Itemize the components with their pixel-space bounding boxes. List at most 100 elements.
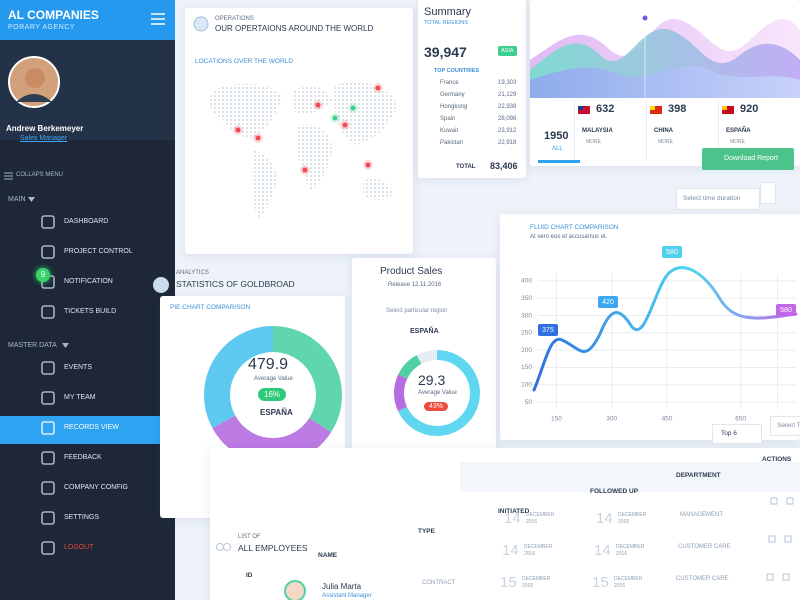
date-year: 2016 [526,519,538,525]
pie-change: 16% [258,388,287,401]
employee-avatar [284,580,306,600]
menu-item[interactable]: LOGOUT [64,544,94,551]
time-select[interactable]: Select time duration [676,188,760,210]
all-tab[interactable]: ALL [552,146,563,152]
fluid-chart-card: FLUID CHART COMPARISON At vero eos et acc… [500,214,800,440]
menu-icon [41,451,55,465]
menu-icon [41,215,55,229]
column-header[interactable]: FOLLOWED UP [590,488,639,495]
person [216,543,224,551]
country-name: MALAYSIA [582,128,613,134]
map-marker [350,105,356,111]
column-header[interactable]: DEPARTMENT [676,472,721,479]
icon [766,573,774,581]
column-header[interactable]: INITIATED [498,508,530,515]
menu-active-bg [0,416,175,444]
map-marker [332,115,338,121]
icon-shape [41,451,55,465]
menu-item[interactable]: EVENTS [64,364,93,371]
area-chart [530,0,800,98]
menu-item[interactable]: MY TEAM [64,394,96,401]
menu-item[interactable]: RECORDS VIEW [64,424,119,431]
line-chart: 4003503002502001501005015030045065075037… [521,246,798,423]
icon-shape [41,541,55,555]
summary-subtitle: TOTAL REGIONS [424,20,468,26]
menu-item[interactable]: DASHBOARD [64,218,109,225]
analytics-kicker: ANALYTICS [176,270,209,276]
group-arrow [28,197,35,202]
country-value: 398 [668,103,687,115]
arrow [62,343,69,348]
time-select-caret [760,182,776,204]
country-value: 920 [740,103,759,115]
product-title: Product Sales [380,266,443,277]
flag-bg [722,106,734,114]
menu-icon [41,361,55,375]
icon-shape [41,215,55,229]
download-button[interactable]: Download Report [702,148,794,170]
flag-detail [578,106,583,110]
map-marker [255,135,261,141]
collapse-icon [4,172,13,180]
filter-caret [762,416,766,417]
y-tick-label: 50 [525,399,533,406]
divider [718,100,719,160]
icon-shape [41,421,55,435]
column-header[interactable]: ID [246,572,253,579]
x-tick-label: 450 [662,416,673,423]
menu-item[interactable]: FEEDBACK [64,454,102,461]
date-year: 2016 [614,583,626,589]
country-name: Germany [440,92,465,98]
date-day: 14 [502,542,519,559]
x-tick-label: 150 [551,416,562,423]
pie-title: PIE CHART COMPARISON [170,304,251,311]
menu-item[interactable]: COMPANY CONFIG [64,484,128,491]
country-value: 19,303 [498,80,517,86]
menu-group-title: MASTER DATA [8,342,57,349]
type-select[interactable]: Select Te [770,416,800,436]
date-year: 2016 [524,551,536,557]
column-header[interactable]: ACTIONS [762,456,792,463]
menu-item[interactable]: NOTIFICATION [64,278,113,285]
more-link[interactable]: MORE [586,139,601,145]
world-map [209,82,398,220]
overview-card: 1950 ALL 632 MALAYSIA MORE 398 CHINA MORE 920 ESP… [530,0,800,166]
country-value: 22,918 [498,140,517,146]
menu-item[interactable]: SETTINGS [64,514,100,521]
menu-group-title: MAIN [8,196,26,203]
employee-type: CONTRACT [422,580,456,586]
sales-donut [394,350,480,436]
team-icon [216,543,231,551]
region-select[interactable]: Select particular region [386,308,448,314]
donut-segment [204,326,342,464]
group-arrow [62,343,69,348]
point-label: 420 [602,299,614,306]
employee-role: Assistant Manager [322,593,372,599]
pie-value: 479.9 [248,356,289,373]
globe [193,16,209,32]
menu-icon [41,245,55,259]
globe-icon [193,16,209,32]
menu-item[interactable]: TICKETS BUILD [64,308,117,315]
list-title: ALL EMPLOYEES [238,543,308,553]
sales-change: 43% [424,402,449,411]
collapse-menu[interactable]: COLLAPS MENU [16,172,64,178]
more-link[interactable]: MORE [730,139,745,145]
menu-icon [41,421,55,435]
tab-underline [538,160,580,163]
avatar-head [25,68,45,88]
point-label-bg [776,304,796,316]
date-month: DECEMBER [522,576,551,582]
flag [578,106,590,114]
column-header[interactable]: NAME [318,552,338,559]
menu-item[interactable]: PROJECT CONTROL [64,248,133,255]
list-title: TOP COUNTRIES [434,68,480,74]
avatar [8,56,60,108]
more-link[interactable]: MORE [658,139,673,145]
avatar-ring [284,580,306,600]
y-tick-label: 100 [521,381,532,388]
sidebar: AL COMPANIES PORARY AGENCY Andrew Berkemey… [0,0,175,600]
column-header[interactable]: TYPE [418,528,435,535]
filter-select[interactable]: Top 6 [712,424,762,444]
action-icon [766,573,774,581]
